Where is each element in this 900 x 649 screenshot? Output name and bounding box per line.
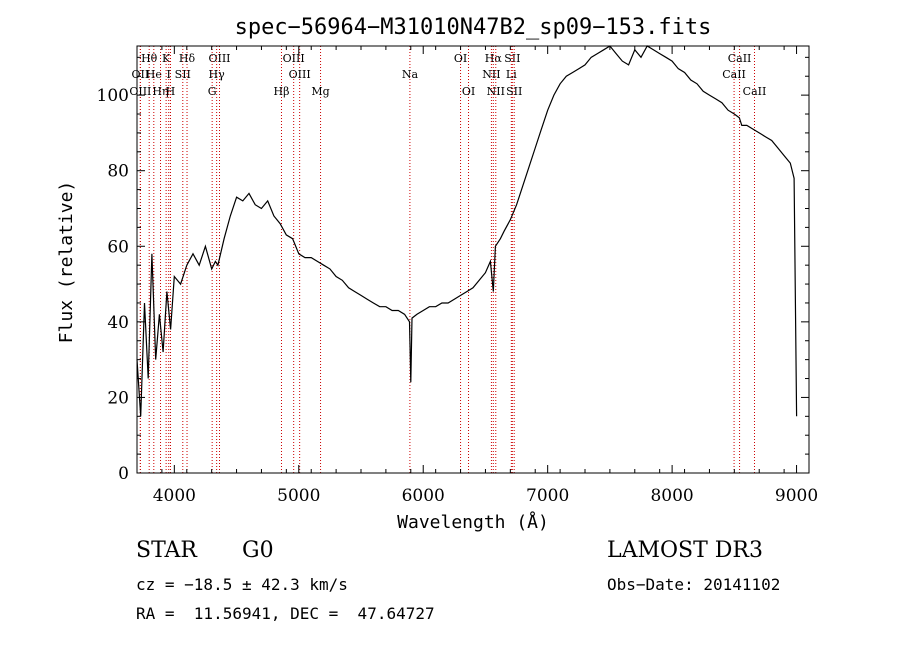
line-marker-label: CaII (728, 52, 752, 65)
line-marker-label: OI (454, 52, 467, 65)
line-marker-label: K (162, 52, 171, 65)
line-marker-label: OI (462, 85, 475, 98)
coordinates: RA = 11.56941, DEC = 47.64727 (136, 604, 435, 623)
y-tick-label: 80 (107, 162, 129, 182)
line-marker-label: Hγ (209, 68, 226, 81)
spectrum-series (136, 45, 798, 417)
line-marker-label: Hδ (179, 52, 196, 65)
observation-date: Obs−Date: 20141102 (607, 575, 781, 594)
y-tick-label: 40 (107, 313, 129, 333)
x-tick-label: 7000 (526, 486, 569, 506)
line-marker-label: OIII (283, 52, 305, 65)
axis-ticks: 4000 5000 6000 7000 8000 9000 0 20 40 60 80 100 (97, 46, 818, 506)
line-marker-label: NII (487, 85, 505, 98)
line-marker-label: I (167, 68, 171, 81)
x-tick-label: 4000 (153, 486, 196, 506)
y-tick-label: 60 (107, 237, 129, 257)
object-subclass: G0 (242, 538, 274, 563)
line-marker-label: NII (482, 68, 500, 81)
line-marker-label: SII (175, 68, 191, 81)
x-tick-label: 8000 (650, 486, 693, 506)
x-tick-label: 6000 (402, 486, 445, 506)
y-tick-label: 20 (107, 388, 129, 408)
line-marker-label: Mg (311, 85, 329, 98)
line-marker-label: G (208, 85, 217, 98)
spectrum-line (136, 45, 798, 417)
redshift-readout: cz = −18.5 ± 42.3 km/s (136, 575, 348, 594)
object-class: STAR (136, 538, 197, 563)
line-marker-label: Hα (485, 52, 503, 65)
line-marker-label: Hβ (274, 85, 290, 98)
line-marker-label: Li (506, 68, 517, 81)
line-marker-label: CaII (722, 68, 746, 81)
line-marker-label: SII (506, 85, 522, 98)
plot-frame (136, 45, 810, 474)
line-marker-label: OIII (208, 52, 230, 65)
y-tick-label: 100 (97, 86, 129, 106)
line-marker-label: CaII (743, 85, 767, 98)
line-marker-label: Hη (152, 85, 168, 98)
x-tick-label: 5000 (277, 486, 320, 506)
line-marker-label: SII (504, 52, 520, 65)
line-marker-label: Na (402, 68, 419, 81)
y-tick-label: 0 (118, 464, 129, 484)
x-tick-label: 9000 (775, 486, 818, 506)
line-marker-label: OIII (129, 85, 151, 98)
line-marker-label: Hθ (141, 52, 158, 65)
x-axis-label: Wavelength (Å) (397, 511, 549, 533)
line-marker-label: He (146, 68, 162, 81)
line-marker-label: OII (132, 68, 150, 81)
survey-name: LAMOST DR3 (607, 538, 763, 563)
chart-title: spec−56964−M31010N47B2_sp09−153.fits (235, 15, 712, 40)
line-marker-label: H (166, 85, 176, 98)
line-marker-label: OIII (289, 68, 311, 81)
y-axis-label: Flux (relative) (56, 181, 77, 344)
